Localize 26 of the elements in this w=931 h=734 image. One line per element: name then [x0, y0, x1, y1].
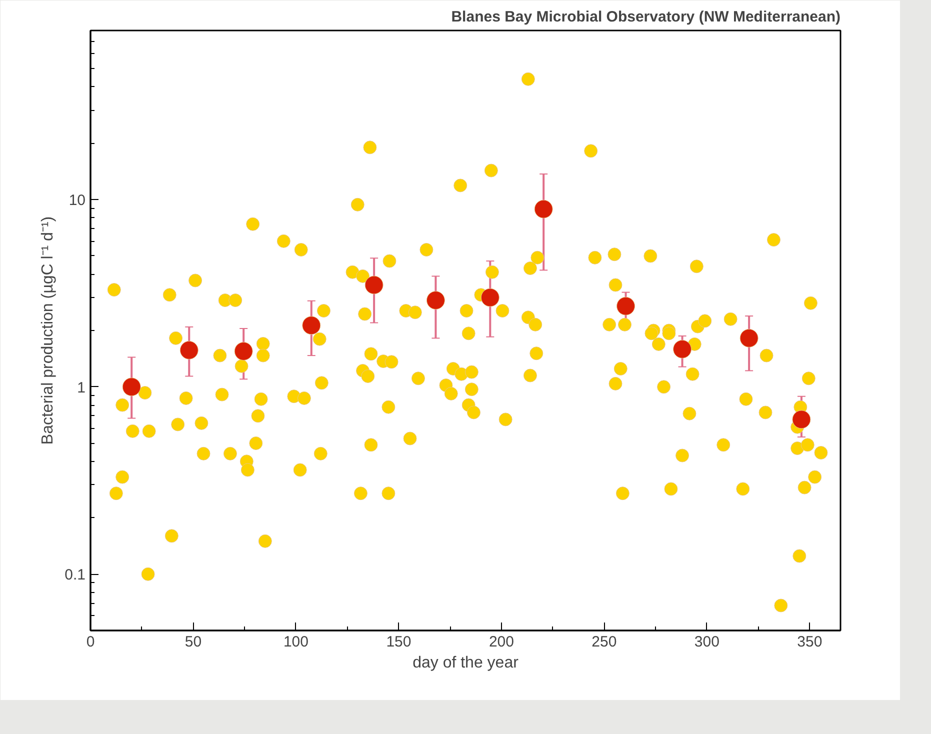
y-tick-label: 10	[68, 192, 86, 210]
y-tick-label: 1	[77, 379, 86, 396]
x-tick-label: 150	[386, 634, 412, 650]
x-tick-label: 50	[184, 634, 202, 650]
x-tick-label: 200	[488, 634, 514, 650]
point	[180, 340, 198, 360]
x-tick-label: 100	[283, 634, 308, 650]
point	[122, 378, 141, 396]
chart-title: Blanes Bay Microbial Observatory (NW Mediterranean)	[451, 8, 841, 26]
y-tick-label: 0.1	[64, 566, 86, 584]
point	[740, 328, 758, 348]
x-axis-title: day of the year	[412, 654, 520, 672]
x-tick-label: 350	[797, 634, 822, 650]
point	[616, 296, 636, 316]
point	[534, 200, 553, 218]
point	[673, 340, 692, 358]
point	[234, 342, 253, 360]
y-axis-title: Bacterial production (µgC l⁻¹ d⁻¹)	[40, 216, 57, 445]
point	[364, 276, 384, 294]
point	[302, 316, 321, 335]
x-tick-label: 0	[86, 634, 95, 650]
x-tick-label: 250	[592, 634, 617, 650]
point	[792, 410, 811, 429]
x-tick-label: 300	[694, 634, 720, 650]
point	[480, 288, 500, 307]
point	[426, 291, 445, 310]
